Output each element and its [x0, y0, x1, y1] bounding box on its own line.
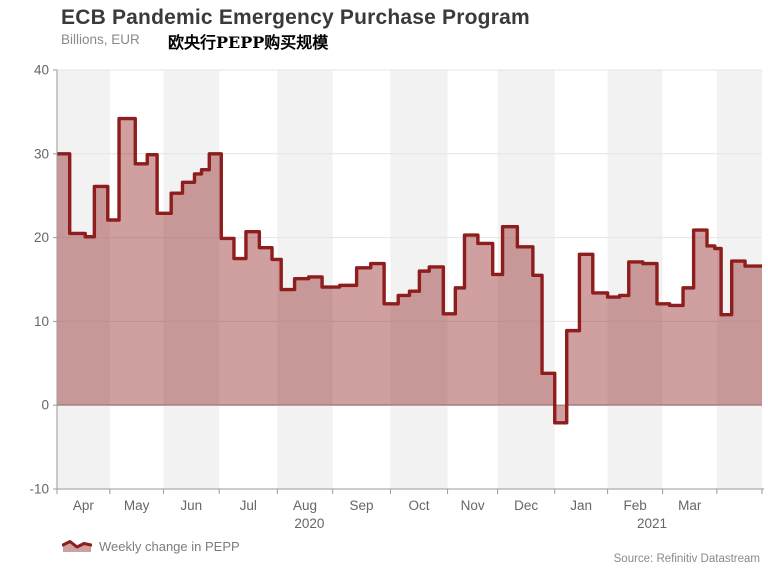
month-band: [163, 70, 220, 489]
x-year-label: 2020: [294, 516, 324, 531]
series-line: [57, 116, 762, 425]
source-credit: Source: Refinitiv Datastream: [613, 553, 760, 565]
x-month-label: Jun: [180, 498, 202, 513]
x-month-label: Apr: [73, 498, 95, 513]
x-month-label: Dec: [514, 498, 538, 513]
x-month-label: Jan: [570, 498, 592, 513]
month-band: [607, 70, 663, 489]
x-year-label: 2021: [637, 516, 667, 531]
y-tick-label: 30: [34, 146, 49, 161]
legend: Weekly change in PEPP: [62, 538, 240, 554]
x-month-label: Mar: [678, 498, 702, 513]
y-tick-label: 20: [34, 230, 49, 245]
y-tick-label: 40: [34, 63, 49, 78]
x-month-label: Jul: [240, 498, 257, 513]
chart-title: ECB Pandemic Emergency Purchase Program: [61, 6, 530, 29]
series-area: [57, 118, 762, 423]
x-month-label: Sep: [350, 498, 374, 513]
month-band: [497, 70, 555, 489]
chinese-annotation: 欧央行PEPP购买规模: [168, 33, 329, 52]
y-tick-label: -10: [29, 482, 49, 497]
x-month-label: Nov: [461, 498, 485, 513]
x-month-label: May: [124, 498, 150, 513]
y-tick-label: 0: [41, 398, 49, 413]
x-month-label: Oct: [409, 498, 430, 513]
month-band: [57, 70, 110, 489]
legend-label: Weekly change in PEPP: [99, 538, 240, 554]
chart-subtitle: Billions, EUR: [61, 32, 140, 47]
y-tick-label: 10: [34, 314, 49, 329]
x-month-label: Aug: [293, 498, 317, 513]
legend-swatch-icon: [62, 540, 92, 552]
month-band: [716, 70, 762, 489]
x-month-label: Feb: [623, 498, 646, 513]
